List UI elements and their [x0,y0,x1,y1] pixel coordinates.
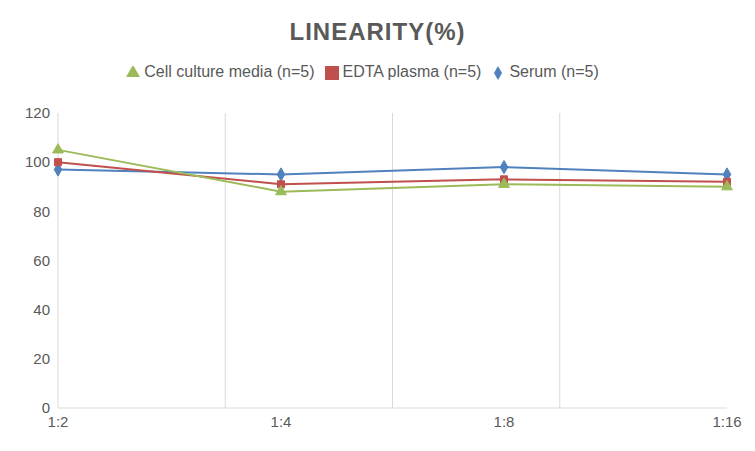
html-text:Cell culture media (n=5): Cell culture media (n=5) [144,63,315,80]
svg-text:1:8: 1:8 [494,413,515,430]
svg-text:120: 120 [25,104,50,121]
html-text:Serum (n=5): Serum (n=5) [509,63,599,80]
svg-text:1:2: 1:2 [48,413,69,430]
svg-text:100: 100 [25,153,50,170]
svg-text:80: 80 [33,203,50,220]
svg-text:1:16: 1:16 [712,413,741,430]
svg-text:20: 20 [33,350,50,367]
svg-text:40: 40 [33,301,50,318]
html-text:EDTA plasma (n=5): EDTA plasma (n=5) [342,63,482,80]
svg-text:60: 60 [33,252,50,269]
svg-text:0: 0 [42,399,50,416]
svg-text:1:4: 1:4 [271,413,292,430]
html-text:LINEARITY(%): LINEARITY(%) [289,18,466,45]
